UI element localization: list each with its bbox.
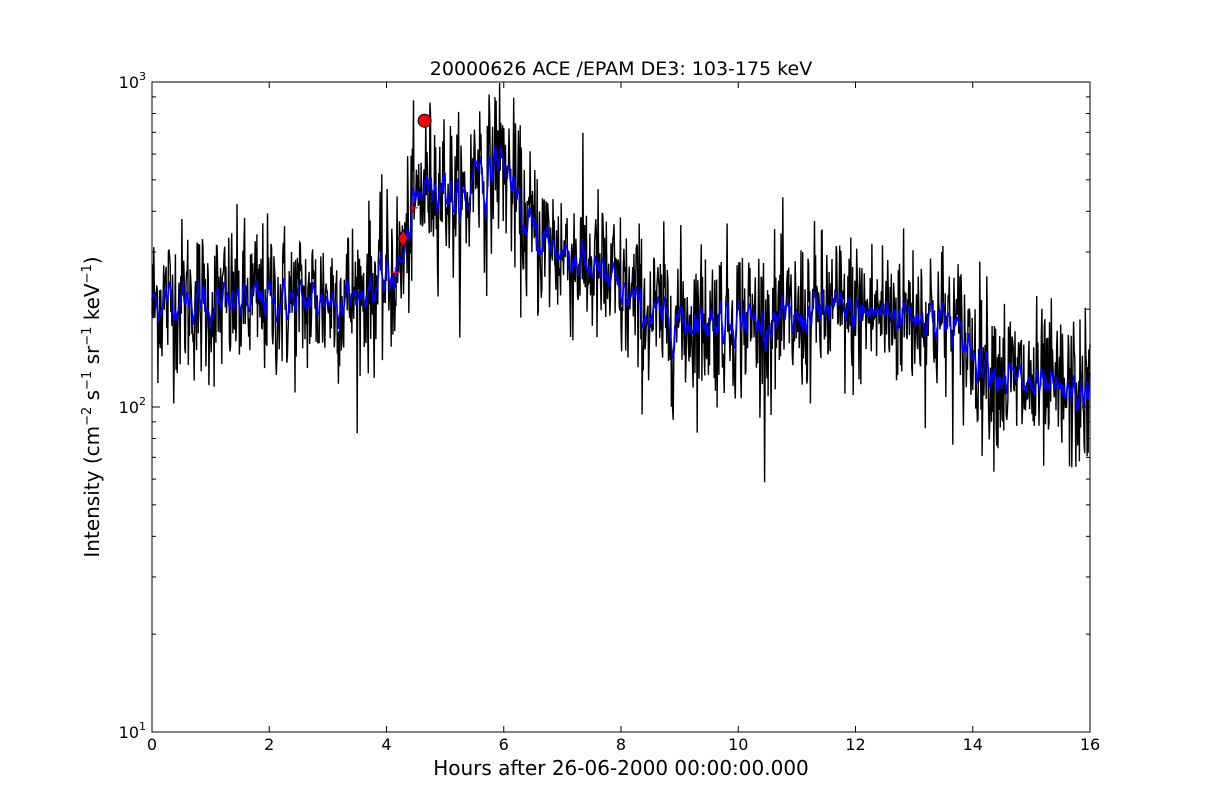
marker-plus [407,202,418,213]
marker-plus [390,267,401,278]
y-axis-label: Intensity (cm−2 s−1 sr−1 keV−1) [80,256,104,557]
y-axis: 101 102 103 [119,70,1090,742]
onset-marker-diamond [397,228,409,249]
series-raw-line [151,83,1091,483]
x-tick-label: 2 [264,735,274,754]
chart-title: 20000626 ACE /EPAM DE3: 103-175 keV [430,58,812,80]
plot-frame [151,81,1091,733]
y-tick-label: 102 [119,395,146,417]
x-tick-label: 14 [963,735,983,754]
x-axis: 0 2 4 6 8 10 12 14 16 [147,82,1100,754]
y-tick-label: 103 [119,70,146,92]
peak-marker-circle [417,113,432,128]
x-tick-label: 16 [1080,735,1100,754]
x-tick-label: 6 [499,735,509,754]
x-tick-label: 0 [147,735,157,754]
y-tick-label: 101 [119,720,146,742]
x-tick-label: 4 [381,735,391,754]
x-tick-label: 12 [845,735,865,754]
plot-area [151,83,1091,483]
series-smoothed-line [151,144,1091,412]
x-tick-label: 8 [616,735,626,754]
x-axis-label: Hours after 26-06-2000 00:00:00.000 [433,756,809,780]
x-tick-label: 10 [728,735,748,754]
